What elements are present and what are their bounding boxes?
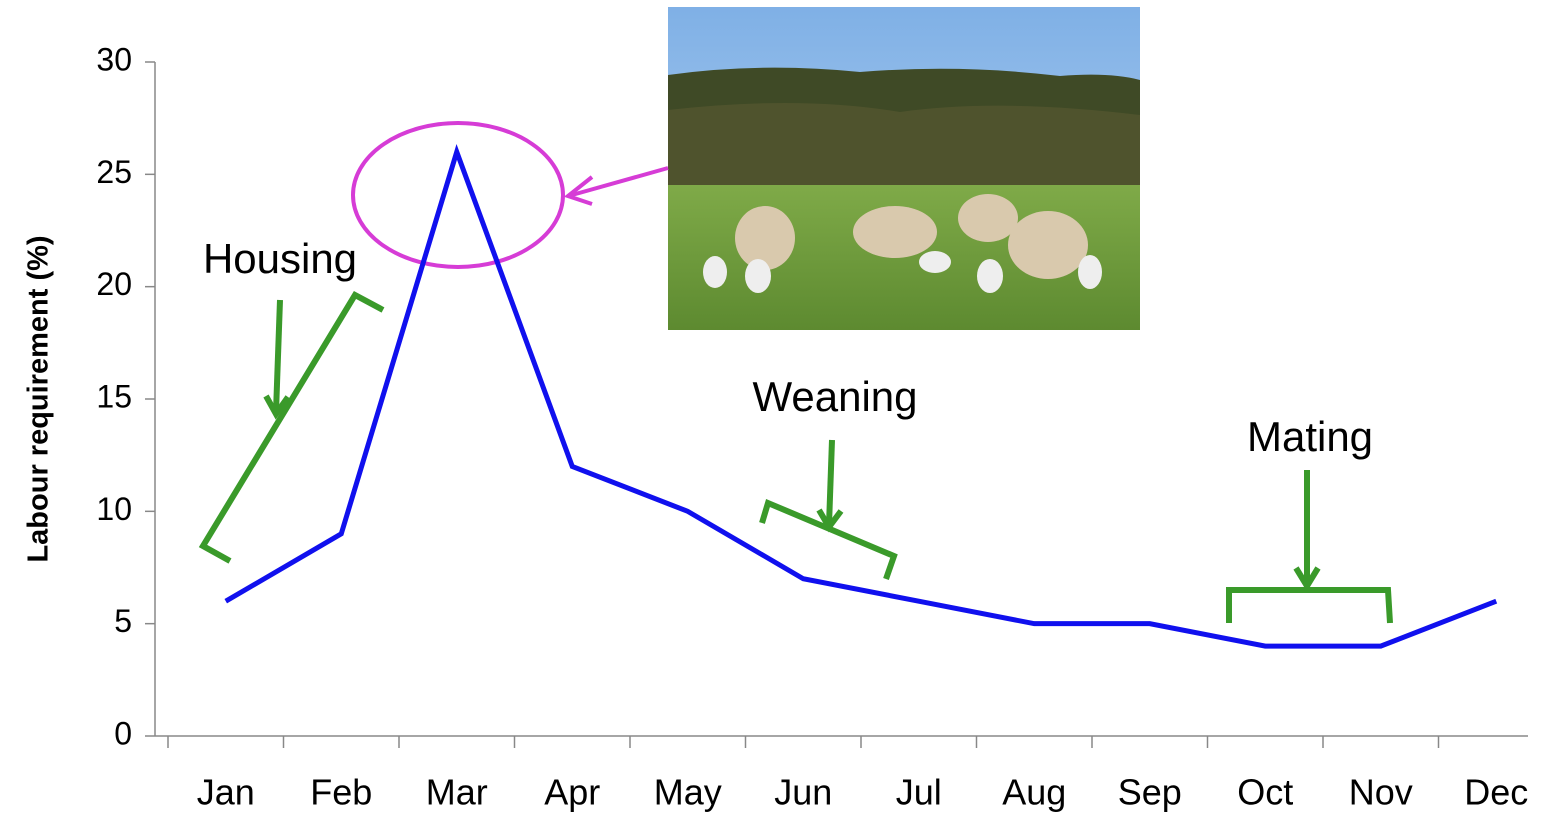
y-tick-label: 10 — [96, 491, 132, 527]
annotation: Weaning — [752, 373, 917, 420]
x-tick-label: May — [654, 772, 722, 813]
photo — [668, 7, 1140, 330]
x-tick-label: Mar — [426, 772, 488, 813]
y-tick-label: 25 — [96, 154, 132, 190]
x-tick-label: Oct — [1237, 772, 1293, 813]
x-tick-label: Nov — [1349, 772, 1413, 813]
x-tick-label: Feb — [310, 772, 372, 813]
line — [224, 143, 1498, 649]
y-tick-label: 30 — [96, 41, 132, 77]
y-tick-label: 5 — [114, 603, 132, 639]
x-tick-label: Aug — [1002, 772, 1066, 813]
y-tick-label: 15 — [96, 378, 132, 414]
x-tick-label: Dec — [1464, 772, 1528, 813]
x-tick-label: Jul — [896, 772, 942, 813]
y-axis-label: Labour requirement (%) — [23, 235, 55, 562]
x-tick-label: Sep — [1118, 772, 1182, 813]
x-tick-label: Apr — [544, 772, 600, 813]
annotation: Housing — [203, 235, 357, 282]
x-tick-label: Jan — [197, 772, 255, 813]
x-tick-label: Jun — [774, 772, 832, 813]
annotation: Mating — [1247, 413, 1373, 460]
y-tick-label: 0 — [114, 715, 132, 751]
y-tick-label: 20 — [96, 266, 132, 302]
annotation-marks — [198, 121, 1393, 624]
